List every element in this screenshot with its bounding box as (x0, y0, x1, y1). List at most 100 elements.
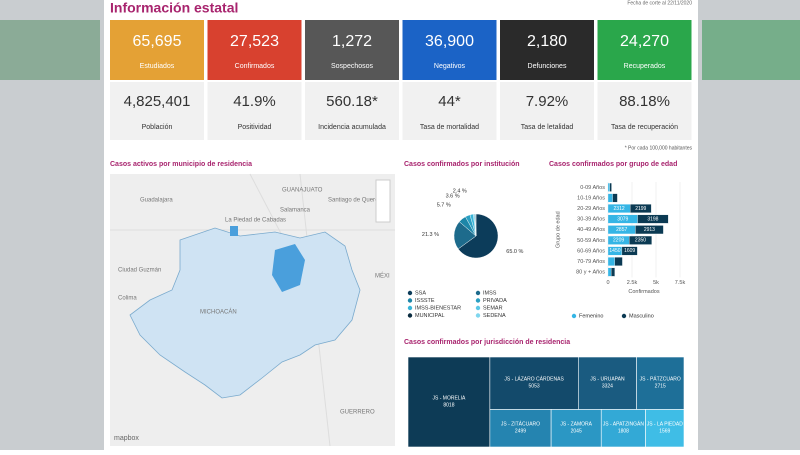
y-tick-label: 40-49 Años (577, 227, 605, 233)
map-label: GUERRERO (340, 410, 375, 416)
legend-swatch (475, 298, 481, 303)
map-title: Casos activos por municipio de residenci… (110, 161, 252, 168)
blur-left (0, 20, 100, 80)
rate-value: 88.18% (619, 93, 670, 110)
pie-slice (475, 213, 477, 237)
y-tick-label: 70-79 Años (577, 259, 605, 265)
treemap-value: 5053 (529, 384, 540, 390)
bar-segment (614, 257, 623, 266)
chart-title: Casos confirmados por jurisdicción de re… (404, 339, 570, 346)
map-label: MÉXI (375, 273, 390, 280)
x-tick-label: 5k (653, 280, 659, 286)
x-tick-label: 7.5k (675, 280, 686, 286)
y-tick-label: 20-29 Años (577, 206, 605, 212)
treemap-label: JS - URUAPAN (590, 377, 625, 383)
treemap-cell (645, 409, 685, 448)
treemap-label: JS - MORELIA (433, 395, 466, 401)
legend-label: SEDENA (483, 313, 506, 319)
treemap-value: 1808 (618, 429, 629, 435)
kpi-value: 36,900 (425, 33, 474, 50)
legend-label: MUNICIPAL (415, 313, 445, 319)
zoom-control[interactable] (375, 179, 391, 223)
rate-value: 41.9% (233, 93, 276, 110)
legend-label: Masculino (629, 313, 654, 319)
y-tick-label: 0-09 Años (580, 185, 605, 191)
kpi-value: 65,695 (133, 33, 182, 50)
legend-swatch (621, 313, 627, 319)
treemap-value: 3324 (602, 384, 613, 390)
kpi-card (402, 20, 497, 80)
bar-segment (609, 182, 612, 192)
treemap-cell (578, 356, 637, 410)
y-tick-label: 60-69 Años (577, 248, 605, 254)
treemap-label: JS - ZITÁCUARO (501, 421, 540, 428)
treemap-value: 2715 (655, 384, 666, 390)
bar-value: 2209 (613, 238, 624, 244)
y-tick-label: 80 y + Años (576, 270, 605, 276)
y-axis-label: Grupo de edad (555, 211, 561, 248)
legend-swatch (475, 290, 481, 296)
x-tick-label: 0 (606, 280, 609, 286)
rate-label: Positividad (238, 124, 272, 131)
treemap-label: JS - ZAMORA (560, 422, 592, 428)
legend-swatch (475, 305, 481, 311)
rate-label: Tasa de recuperación (611, 124, 678, 131)
rate-value: 560.18* (326, 93, 378, 110)
bar-segment (607, 257, 615, 266)
bar-value: 2913 (644, 227, 655, 233)
treemap-value: 2499 (515, 429, 526, 435)
map-label: Colima (118, 296, 137, 302)
treemap-label: JS - PÁTZCUARO (640, 376, 681, 383)
treemap-cell (600, 409, 646, 448)
kpi-value: 1,272 (332, 33, 372, 50)
treemap-label: JS - LA PIEDAD (647, 422, 684, 428)
map-label: La Piedad de Cabadas (225, 218, 286, 224)
treemap-cell (489, 409, 552, 448)
bar-value: 3079 (617, 216, 628, 222)
bar-segment (629, 235, 652, 245)
bar-value: 1450 (609, 248, 620, 254)
map-label: Guadalajara (140, 198, 173, 204)
map-label: Salamanca (280, 208, 311, 214)
page-title: Información estatal (110, 0, 238, 16)
pie-label: 5.7 % (437, 202, 451, 208)
kpi-card (207, 20, 302, 80)
pie-slice (457, 213, 499, 259)
treemap-value: 2045 (571, 429, 582, 435)
treemap-label: JS - APATZINGÁN (603, 421, 645, 428)
legend-swatch (407, 290, 413, 296)
bar-value: 2857 (616, 227, 627, 233)
map-label: MICHOACÁN (200, 309, 237, 316)
legend-label: SSA (415, 290, 426, 296)
pie-label: 21.3 % (422, 232, 439, 238)
bar-value: 3198 (647, 216, 658, 222)
pie-label: 65.0 % (506, 249, 523, 255)
kpi-card (110, 20, 204, 80)
pie-label: 3.6 % (446, 194, 460, 200)
cut-date: Fecha de corte al 22/11/2020 (627, 0, 692, 6)
bar-value: 2350 (635, 238, 646, 244)
footnote: * Por cada 100,000 habitantes (625, 145, 693, 151)
rate-card (305, 82, 399, 140)
map-label: Santiago de Querétaro (328, 198, 389, 204)
legend-label: ISSSTE (415, 298, 435, 304)
legend-label: PRIVADA (483, 298, 507, 304)
rate-label: Tasa de letalidad (521, 124, 574, 131)
rate-value: 7.92% (526, 93, 569, 110)
rate-card (207, 82, 302, 140)
active-hotspot (272, 244, 305, 292)
bar-segment (637, 214, 669, 224)
active-hotspot (230, 226, 238, 236)
chart-title: Casos confirmados por grupo de edad (549, 161, 677, 168)
y-tick-label: 10-19 Años (577, 195, 605, 201)
y-tick-label: 50-59 Años (577, 238, 605, 244)
bar-segment (607, 267, 612, 277)
kpi-value: 24,270 (620, 33, 669, 50)
legend-swatch (407, 313, 413, 318)
kpi-card (597, 20, 692, 80)
treemap-value: 8018 (443, 402, 454, 408)
map-label: GUANAJUATO (282, 188, 323, 194)
rate-value: 44* (438, 93, 461, 110)
rate-label: Tasa de mortalidad (420, 124, 479, 131)
